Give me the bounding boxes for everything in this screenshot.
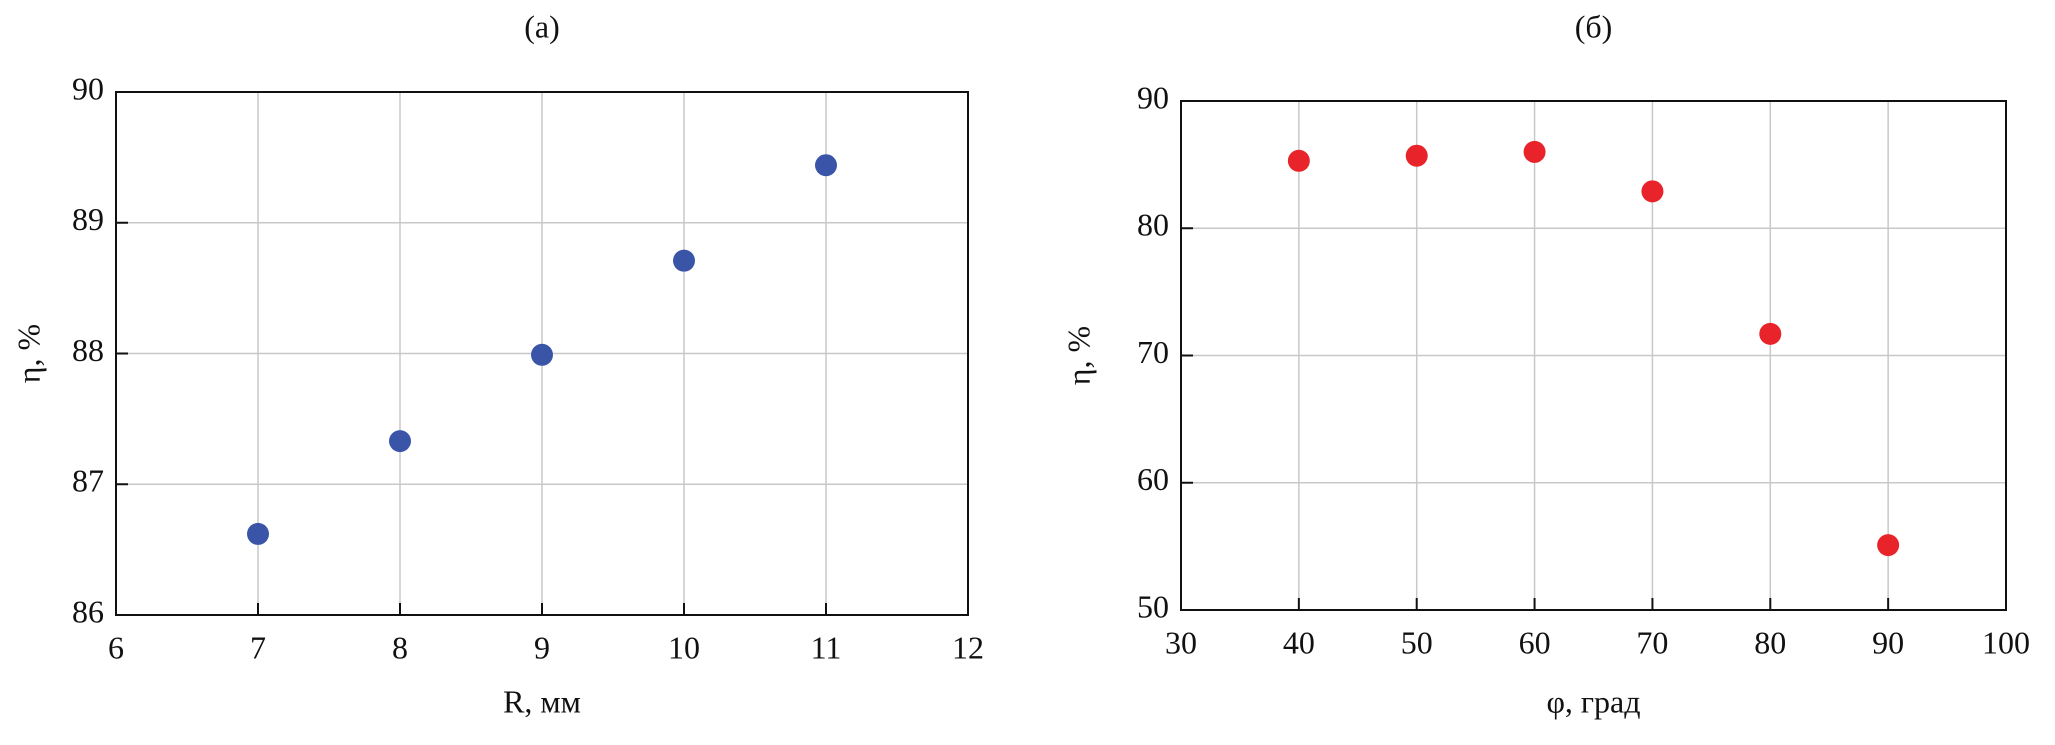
y-axis-label: η, % (10, 324, 46, 383)
x-tick-label: 30 (1165, 624, 1197, 660)
y-tick-label: 88 (72, 332, 104, 368)
data-point (815, 154, 837, 177)
y-tick-label: 86 (72, 593, 104, 629)
y-tick-label: 50 (1137, 588, 1169, 624)
data-point (1405, 144, 1428, 167)
data-point (1641, 180, 1664, 203)
x-tick-label: 40 (1283, 624, 1315, 660)
x-tick-label: 100 (1982, 624, 2030, 660)
y-tick-label: 80 (1137, 207, 1169, 243)
x-tick-label: 50 (1401, 624, 1433, 660)
x-tick-label: 70 (1636, 624, 1668, 660)
y-tick-label: 89 (72, 201, 104, 237)
data-point (1877, 534, 1900, 557)
x-tick-label: 90 (1872, 624, 1904, 660)
y-tick-label: 60 (1137, 461, 1169, 497)
chart-title: (б) (1575, 8, 1613, 44)
x-tick-label: 11 (811, 629, 842, 665)
x-tick-label: 8 (392, 629, 408, 665)
x-tick-label: 12 (952, 629, 984, 665)
data-point (1759, 322, 1782, 345)
x-tick-label: 60 (1519, 624, 1551, 660)
y-tick-label: 90 (72, 70, 104, 106)
x-tick-label: 10 (668, 629, 700, 665)
x-axis-label: R, мм (503, 683, 581, 719)
y-axis-label: η, % (1060, 326, 1096, 385)
data-point (1287, 149, 1310, 172)
plot-frame (1180, 100, 2007, 611)
data-point (389, 430, 411, 453)
data-point (1523, 140, 1546, 163)
x-tick-label: 6 (108, 629, 124, 665)
y-tick-label: 70 (1137, 334, 1169, 370)
data-point (531, 343, 553, 366)
data-point (247, 522, 269, 545)
x-tick-label: 9 (534, 629, 550, 665)
x-tick-label: 80 (1754, 624, 1786, 660)
data-point (673, 249, 695, 272)
y-tick-label: 90 (1137, 79, 1169, 115)
y-tick-label: 87 (72, 463, 104, 499)
plot-frame (115, 91, 969, 616)
chart-panel: (б) 30 40 50 60 70 80 90 100 50 60 70 80 90 φ, град η, … (1060, 8, 2030, 719)
x-tick-label: 7 (250, 629, 266, 665)
x-axis-label: φ, град (1546, 683, 1640, 719)
chart-title: (a) (524, 8, 560, 44)
